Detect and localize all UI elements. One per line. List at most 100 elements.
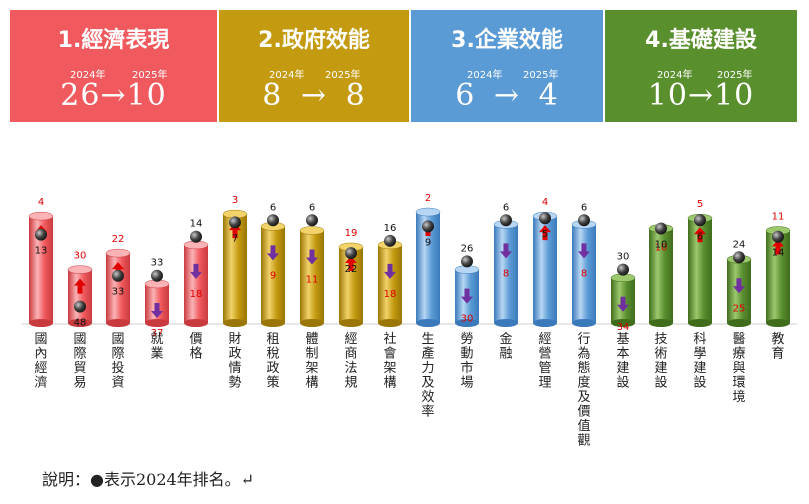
rank-2025-label: 19 xyxy=(345,228,358,239)
up-arrow-icon xyxy=(74,278,86,294)
rank-2024-label: 13 xyxy=(35,246,48,257)
arrow-icon: → xyxy=(300,78,328,113)
ranking-chart: 413國內經濟3048國際貿易2233國際投資3733就業1814價格37財政情… xyxy=(22,193,797,449)
rank-2024-label: 5 xyxy=(542,229,548,240)
up-arrow-icon xyxy=(345,255,357,271)
rank-to: 8 xyxy=(345,78,366,113)
rank-2025-label: 18 xyxy=(190,289,203,300)
bar-base xyxy=(649,319,673,327)
rank-2024-label: 16 xyxy=(384,223,397,234)
rank-2024-dot xyxy=(345,247,357,260)
up-arrow-icon xyxy=(539,225,551,241)
bar-base xyxy=(29,319,53,327)
panel-government: 2.政府效能 2024年 2025年 8 → 8 xyxy=(219,10,409,122)
rank-to: 4 xyxy=(538,78,559,113)
rank-2024-label: 24 xyxy=(733,239,746,250)
category-label: 行為態度及價值觀 xyxy=(577,332,590,449)
bar-base xyxy=(300,319,324,327)
bar-base xyxy=(611,319,635,327)
category-label: 醫療與環境 xyxy=(732,332,745,405)
year-to-label: 2025年 xyxy=(717,70,753,81)
rank-from: 6 xyxy=(455,78,476,113)
down-arrow-icon xyxy=(617,296,629,312)
category-label: 基本建設 xyxy=(616,332,629,391)
bar-base xyxy=(223,319,247,327)
rank-to: 10 xyxy=(126,78,167,113)
down-arrow-icon xyxy=(578,243,590,259)
rank-2024-dot xyxy=(539,212,551,225)
rank-2024-label: 6 xyxy=(270,202,276,213)
rank-2025-label: 4 xyxy=(542,197,548,208)
caption: 說明：●表示2024年排名。↵ xyxy=(42,470,255,489)
rank-2025-label: 37 xyxy=(151,328,164,339)
rank-2024-dot xyxy=(35,228,47,241)
category-label: 社會架構 xyxy=(383,331,396,391)
bar-top xyxy=(28,211,54,221)
bar-base xyxy=(766,319,790,327)
bar-base xyxy=(184,319,208,327)
category-label: 經商法規 xyxy=(344,332,357,391)
arrow-icon: → xyxy=(100,78,127,113)
category-label: 經營管理 xyxy=(538,332,551,391)
bar-top xyxy=(105,248,131,258)
rank-2025-label: 10 xyxy=(655,242,668,253)
rank-2024-label: 10 xyxy=(655,239,668,250)
panel-economy: 1.經濟表現 2024年 2025年 26→10 xyxy=(10,10,217,122)
rank-from: 10 xyxy=(647,78,688,113)
rank-2024-dot xyxy=(772,230,784,243)
category-label: 勞動市場 xyxy=(460,332,473,391)
rank-from: 8 xyxy=(262,78,283,113)
rank-2025-label: 2 xyxy=(425,193,431,204)
rank-2025-label: 34 xyxy=(617,322,630,333)
rank-2024-dot xyxy=(267,214,279,227)
rank-change: 8 → 8 xyxy=(219,78,409,113)
up-arrow-icon xyxy=(112,262,124,278)
bar-4 xyxy=(184,244,208,323)
rank-2025-label: 11 xyxy=(772,212,785,223)
panel-title: 1.經濟表現 xyxy=(57,28,170,53)
arrow-icon: → xyxy=(687,78,715,113)
rank-2025-label: 11 xyxy=(306,275,319,286)
rank-change: 26→10 xyxy=(10,78,217,113)
rank-2025-label: 3 xyxy=(232,195,238,206)
bar-base xyxy=(416,319,440,327)
bar-base xyxy=(572,319,596,327)
bar-base xyxy=(533,319,557,327)
rank-to: 10 xyxy=(714,78,755,113)
bar-base xyxy=(727,319,751,327)
category-label: 財政情勢 xyxy=(228,332,241,391)
rank-2024-dot xyxy=(617,263,629,276)
rank-2024-label: 33 xyxy=(151,258,164,269)
up-arrow-icon xyxy=(694,227,706,243)
category-label: 體制架構 xyxy=(305,332,318,391)
category-label: 金融 xyxy=(499,331,512,362)
bar-7 xyxy=(300,230,324,323)
bar-base xyxy=(494,319,518,327)
bar-16 xyxy=(649,228,673,323)
rank-2024-label: 33 xyxy=(112,287,125,298)
year-from-label: 2024年 xyxy=(467,70,503,81)
rank-2025-label: 9 xyxy=(270,270,276,281)
arrow-icon: → xyxy=(493,78,521,113)
up-arrow-icon xyxy=(772,239,784,255)
rank-from: 26 xyxy=(60,78,101,113)
rank-2025-label: 8 xyxy=(581,268,587,279)
year-to-label: 2025年 xyxy=(132,70,168,81)
year-from-label: 2024年 xyxy=(657,70,693,81)
category-label: 生產力及效率 xyxy=(421,332,434,420)
rank-2024-label: 6 xyxy=(581,202,587,213)
rank-2025-label: 4 xyxy=(38,197,44,208)
bar-1 xyxy=(68,269,92,323)
rank-2025-label: 5 xyxy=(697,199,703,210)
category-label: 技術建設 xyxy=(654,332,667,391)
rank-2024-dot xyxy=(578,214,590,227)
rank-2025-label: 22 xyxy=(112,234,125,245)
rank-2024-dot xyxy=(384,234,396,247)
category-label: 科學建設 xyxy=(693,332,706,391)
bar-base xyxy=(378,319,402,327)
category-label: 國際貿易 xyxy=(73,332,86,391)
panel-infrastructure: 4.基礎建設 2024年 2025年 10→10 xyxy=(605,10,797,122)
rank-2024-dot xyxy=(655,222,667,235)
bar-14 xyxy=(572,224,596,323)
rank-2024-dot xyxy=(733,251,745,264)
